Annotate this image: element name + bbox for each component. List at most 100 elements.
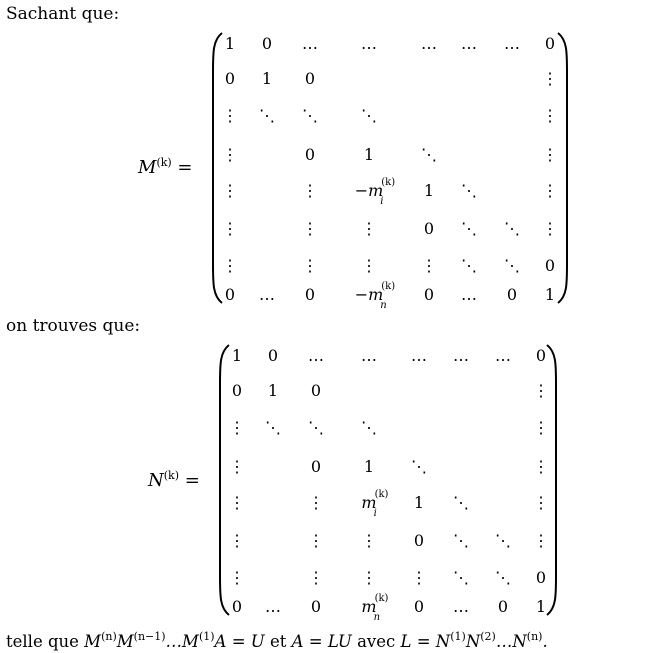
matrix-n-cell-r6-c1: ⋮ [229,531,245,550]
matrix-m-label: M(k) = [138,156,193,178]
matrix-m-cell-r3-c3: ⋱ [302,106,318,125]
matrix-n-cell-r6-c4: ⋮ [361,531,377,550]
matrix-m-cell-r5-c1: ⋮ [222,181,238,200]
matrix-m-symbol: M [138,157,157,178]
matrix-n-cell-r2-c3: 0 [310,381,322,400]
matrix-m-cell-r3-c8: ⋮ [542,106,558,125]
matrix-n-cell-r8-c5: 0 [413,597,425,616]
matrix-n-cell-r8-c1: 0 [231,597,243,616]
intro-text: Sachant que: [6,4,120,24]
matrix-m-cell-r6-c6: ⋱ [461,219,477,238]
conclusion-line: telle que M(n)M(n−1)…M(1)A = U et A = LU… [6,630,548,651]
matrix-m-cell-r4-c3: 0 [304,145,316,164]
matrix-m-cell-r8-c7: 0 [506,285,518,304]
matrix-n-cell-r1-c5: … [411,346,427,365]
matrix-m-cell-r8-c3: 0 [304,285,316,304]
matrix-n-equals: = [184,470,200,491]
matrix-m-superscript: (k) [156,156,172,169]
conclusion-et: et [269,632,287,651]
conclusion-eq1: M(n)M(n−1)…M(1)A = U [84,630,265,651]
matrix-n-cell-r4-c8: ⋮ [533,457,549,476]
matrix-m-cell-r6-c8: ⋮ [542,219,558,238]
matrix-n-cell-r7-c4: ⋮ [361,568,377,587]
matrix-m-cell-r3-c4: ⋱ [361,106,377,125]
matrix-n-label: N(k) = [148,469,200,491]
matrix-m-cell-r7-c7: ⋱ [504,256,520,275]
matrix-m-cell-r8-c5: 0 [423,285,435,304]
matrix-m-cell-r4-c4: 1 [363,145,375,164]
matrix-m-cell-r1-c1: 1 [224,34,236,53]
matrix-n-cell-r7-c3: ⋮ [308,568,324,587]
matrix-m-cell-r2-c1: 0 [224,69,236,88]
matrix-m-cell-r4-c5: ⋱ [421,145,437,164]
matrix-n-cell-r1-c3: … [308,346,324,365]
matrix-n-cell-r3-c4: ⋱ [361,418,377,437]
matrix-m-cell-r2-c8: ⋮ [542,69,558,88]
matrix-n-cell-r7-c7: ⋱ [495,568,511,587]
conclusion-eq3: L = N(1)N(2)…N(n). [400,630,548,651]
matrix-n-cell-r7-c8: 0 [535,568,547,587]
matrix-m-cell-r5-c8: ⋮ [542,181,558,200]
matrix-m-cell-r7-c5: ⋮ [421,256,437,275]
matrix-m-cell-r5-c3: ⋮ [302,181,318,200]
matrix-n-cell-r6-c6: ⋱ [453,531,469,550]
matrix-n-cell-r1-c6: … [453,346,469,365]
matrix-n-cell-r8-c2: … [265,597,281,616]
matrix-n-cell-r7-c6: ⋱ [453,568,469,587]
matrix-n-cell-r5-c1: ⋮ [229,493,245,512]
matrix-m-cell-r6-c3: ⋮ [302,219,318,238]
matrix-n-cell-r6-c7: ⋱ [495,531,511,550]
matrix-m-cell-r7-c4: ⋮ [361,256,377,275]
matrix-m-cell-r5-c6: ⋱ [461,181,477,200]
matrix-m-cell-r8-c6: … [461,285,477,304]
matrix-n-cell-r7-c1: ⋮ [229,568,245,587]
matrix-n-cell-r8-c4: m (k) n [361,593,389,623]
matrix-m-cell-r5-c5: 1 [423,181,435,200]
matrix-n-cell-r4-c3: 0 [310,457,322,476]
matrix-m-cell-r1-c5: … [421,34,437,53]
middle-text: on trouves que: [6,316,141,336]
matrix-n-cell-r6-c5: 0 [413,531,425,550]
matrix-m-cell-r1-c6: … [461,34,477,53]
matrix-m-cell-r8-c1: 0 [224,285,236,304]
matrix-n-left-bracket [219,344,230,616]
matrix-m-cell-r2-c2: 1 [261,69,273,88]
matrix-m-cell-r7-c6: ⋱ [461,256,477,275]
matrix-m-cell-r1-c2: 0 [261,34,273,53]
matrix-n-cell-r8-c7: 0 [497,597,509,616]
matrix-n-cell-r5-c3: ⋮ [308,493,324,512]
matrix-m-cell-r6-c7: ⋱ [504,219,520,238]
matrix-n-cell-r5-c4: m (k) i [361,489,389,519]
matrix-m-cell-r4-c8: ⋮ [542,145,558,164]
matrix-m-cell-r6-c5: 0 [423,219,435,238]
matrix-m-cell-r8-c8: 1 [544,285,556,304]
matrix-m-cell-r1-c7: … [504,34,520,53]
matrix-n-superscript: (k) [163,469,179,482]
matrix-n-cell-r2-c1: 0 [231,381,243,400]
matrix-n-cell-r1-c7: … [495,346,511,365]
matrix-n-cell-r6-c8: ⋮ [533,531,549,550]
matrix-n-cell-r8-c8: 1 [535,597,547,616]
conclusion-avec: avec [357,632,396,651]
matrix-m-equals: = [177,157,193,178]
matrix-m-cell-r3-c2: ⋱ [259,106,275,125]
matrix-m-cell-r4-c1: ⋮ [222,145,238,164]
matrix-m-cell-r1-c4: … [361,34,377,53]
matrix-n-cell-r5-c8: ⋮ [533,493,549,512]
matrix-m-cell-r6-c4: ⋮ [361,219,377,238]
matrix-m-right-bracket [557,32,568,304]
matrix-m-cell-r3-c1: ⋮ [222,106,238,125]
matrix-n-cell-r1-c1: 1 [231,346,243,365]
matrix-n-cell-r8-c3: 0 [310,597,322,616]
conclusion-eq2: A = LU [291,632,352,651]
matrix-m-cell-r5-c4: −m (k) i [354,177,396,207]
matrix-n-cell-r1-c4: … [361,346,377,365]
matrix-n-cell-r7-c5: ⋮ [411,568,427,587]
matrix-m-cell-r7-c1: ⋮ [222,256,238,275]
matrix-n-cell-r3-c8: ⋮ [533,418,549,437]
matrix-n-cell-r1-c8: 0 [535,346,547,365]
conclusion-telle-que: telle que [6,632,79,651]
matrix-n-cell-r1-c2: 0 [267,346,279,365]
matrix-m-cell-r8-c2: … [259,285,275,304]
matrix-n-cell-r2-c2: 1 [267,381,279,400]
